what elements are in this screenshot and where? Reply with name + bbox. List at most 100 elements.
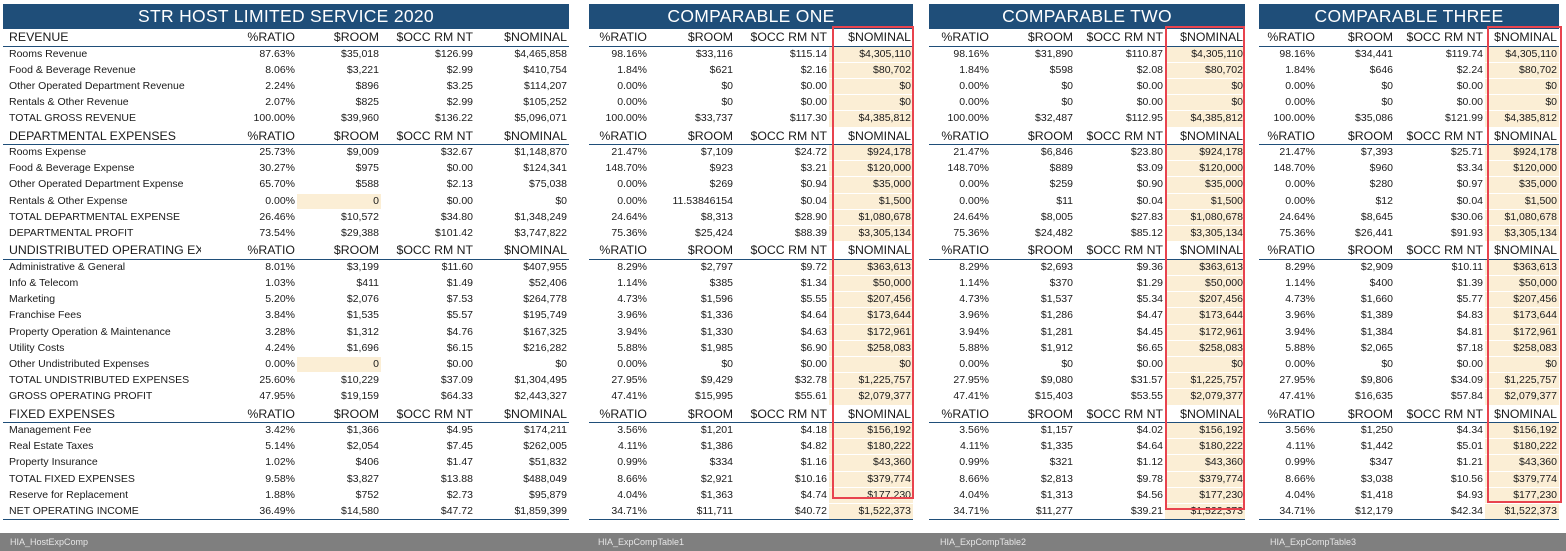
cell-value[interactable]: $321 (1049, 456, 1073, 469)
cell-value[interactable]: $ROOM (649, 29, 735, 47)
cell-value[interactable]: $91.93 (1450, 227, 1483, 240)
cell-value[interactable]: $0.00 (800, 79, 827, 92)
cell-value[interactable]: $1.29 (1136, 276, 1163, 289)
cell-value[interactable]: $11,277 (991, 503, 1075, 521)
cell-value[interactable]: $2,065 (1360, 341, 1393, 354)
cell-value[interactable]: $10.11 (1451, 260, 1483, 273)
cell-value[interactable]: $0 (829, 78, 913, 95)
cell-value[interactable]: %RATIO (201, 127, 297, 146)
cell-value[interactable]: $1.34 (800, 276, 827, 289)
cell-value[interactable]: $NOMINAL (1485, 405, 1559, 424)
row-label[interactable]: Rooms Expense (9, 146, 87, 159)
cell-value[interactable]: $646 (1369, 63, 1393, 76)
cell-value[interactable]: 27.95% (929, 372, 991, 389)
cell-value[interactable]: $NOMINAL (1165, 405, 1245, 424)
cell-value[interactable]: $0 (1061, 96, 1073, 109)
cell-value[interactable]: 30.27% (259, 162, 295, 175)
row-label[interactable]: Rentals & Other Expense (9, 194, 128, 207)
cell-value[interactable]: $120,000 (1165, 160, 1245, 177)
cell-value[interactable]: $1,660 (1360, 293, 1393, 306)
row-label[interactable]: Franchise Fees (9, 309, 82, 322)
cell-value[interactable]: $25,424 (695, 227, 733, 240)
cell-value[interactable]: $28.90 (735, 208, 829, 226)
row-label[interactable]: Reserve for Replacement (9, 488, 129, 501)
cell-value[interactable]: $4,305,110 (829, 46, 913, 63)
cell-value[interactable]: $120,000 (1485, 160, 1559, 177)
cell-value[interactable]: $4,385,812 (1485, 110, 1559, 128)
cell-value[interactable]: $OCC RM NT (735, 29, 829, 47)
cell-value[interactable]: $410,754 (523, 63, 567, 76)
cell-value[interactable]: $400 (1369, 276, 1393, 289)
cell-value[interactable]: $2,813 (991, 470, 1075, 488)
cell-value[interactable]: $OCC RM NT (381, 127, 475, 146)
cell-value[interactable]: $3,221 (346, 63, 379, 76)
row-label[interactable]: NET OPERATING INCOME (3, 503, 201, 521)
cell-value[interactable]: 0.00% (959, 357, 989, 370)
cell-value[interactable]: $167,325 (523, 325, 567, 338)
cell-value[interactable]: $120,000 (829, 160, 913, 177)
cell-value[interactable]: $95,879 (529, 488, 567, 501)
cell-value[interactable]: $0.00 (1456, 79, 1483, 92)
cell-value[interactable]: $10,229 (297, 372, 381, 389)
cell-value[interactable]: $80,702 (1165, 62, 1245, 79)
cell-value[interactable]: 148.70% (605, 162, 647, 175)
cell-value[interactable]: 27.95% (589, 372, 649, 389)
cell-value[interactable]: $OCC RM NT (1075, 241, 1165, 260)
cell-value[interactable]: 8.29% (959, 260, 989, 273)
cell-value[interactable]: 0.00% (617, 194, 647, 207)
cell-value[interactable]: $258,083 (829, 340, 913, 357)
cell-value[interactable]: $5.57 (446, 309, 473, 322)
cell-value[interactable]: $2.99 (446, 96, 473, 109)
cell-value[interactable]: $35,000 (1165, 176, 1245, 194)
cell-value[interactable]: $NOMINAL (1485, 127, 1559, 146)
cell-value[interactable]: $64.33 (440, 390, 473, 403)
cell-value[interactable]: $195,749 (523, 309, 567, 322)
cell-value[interactable]: 26.46% (201, 208, 297, 226)
cell-value[interactable]: $0 (1485, 94, 1559, 111)
cell-value[interactable]: $NOMINAL (1165, 29, 1245, 47)
cell-value[interactable]: 3.56% (959, 424, 989, 437)
cell-value[interactable]: 65.70% (259, 178, 295, 191)
cell-value[interactable]: $1,386 (700, 440, 733, 453)
cell-value[interactable]: $3.09 (1136, 162, 1163, 175)
cell-value[interactable]: $2,076 (346, 293, 379, 306)
cell-value[interactable]: $OCC RM NT (1395, 241, 1485, 260)
cell-value[interactable]: $269 (709, 178, 733, 191)
row-label[interactable]: TOTAL DEPARTMENTAL EXPENSE (3, 208, 201, 226)
cell-value[interactable]: 3.96% (617, 309, 647, 322)
cell-value[interactable]: $0.00 (1456, 357, 1483, 370)
cell-value[interactable]: $8,313 (649, 208, 735, 226)
cell-value[interactable]: $43,360 (829, 454, 913, 472)
cell-value[interactable]: 0.00% (617, 96, 647, 109)
cell-value[interactable]: $2,797 (700, 260, 733, 273)
cell-value[interactable]: $3,305,134 (829, 225, 913, 242)
cell-value[interactable]: $0 (555, 194, 567, 207)
cell-value[interactable]: $156,192 (1485, 422, 1559, 439)
cell-value[interactable]: $172,961 (1485, 324, 1559, 341)
cell-value[interactable]: $177,230 (1485, 487, 1559, 504)
cell-value[interactable]: %RATIO (201, 241, 297, 260)
cell-value[interactable]: $7.53 (446, 293, 473, 306)
cell-value[interactable]: 4.04% (617, 488, 647, 501)
cell-value[interactable]: $379,774 (1165, 470, 1245, 488)
cell-value[interactable]: $1,348,249 (475, 208, 569, 226)
cell-value[interactable]: $4.64 (1136, 440, 1163, 453)
cell-value[interactable]: $216,282 (523, 341, 567, 354)
cell-value[interactable]: $379,774 (1485, 470, 1559, 488)
cell-value[interactable]: 4.11% (960, 440, 989, 453)
cell-value[interactable]: $173,644 (1485, 307, 1559, 325)
cell-value[interactable]: 1.14% (617, 276, 647, 289)
cell-value[interactable]: %RATIO (1259, 405, 1317, 424)
cell-value[interactable]: 21.47% (953, 146, 989, 159)
cell-value[interactable]: $207,456 (1485, 291, 1559, 308)
cell-value[interactable]: $259 (1049, 178, 1073, 191)
cell-value[interactable]: $3,747,822 (514, 227, 567, 240)
cell-value[interactable]: $2,079,377 (1165, 388, 1245, 406)
cell-value[interactable]: 8.66% (1259, 470, 1317, 488)
cell-value[interactable]: $NOMINAL (475, 241, 569, 260)
cell-value[interactable]: $4,305,110 (1485, 46, 1559, 63)
cell-value[interactable]: $1,389 (1360, 309, 1393, 322)
row-label[interactable]: Other Operated Department Revenue (9, 79, 185, 92)
cell-value[interactable]: $3.34 (1456, 162, 1483, 175)
cell-value[interactable]: 36.49% (201, 503, 297, 521)
